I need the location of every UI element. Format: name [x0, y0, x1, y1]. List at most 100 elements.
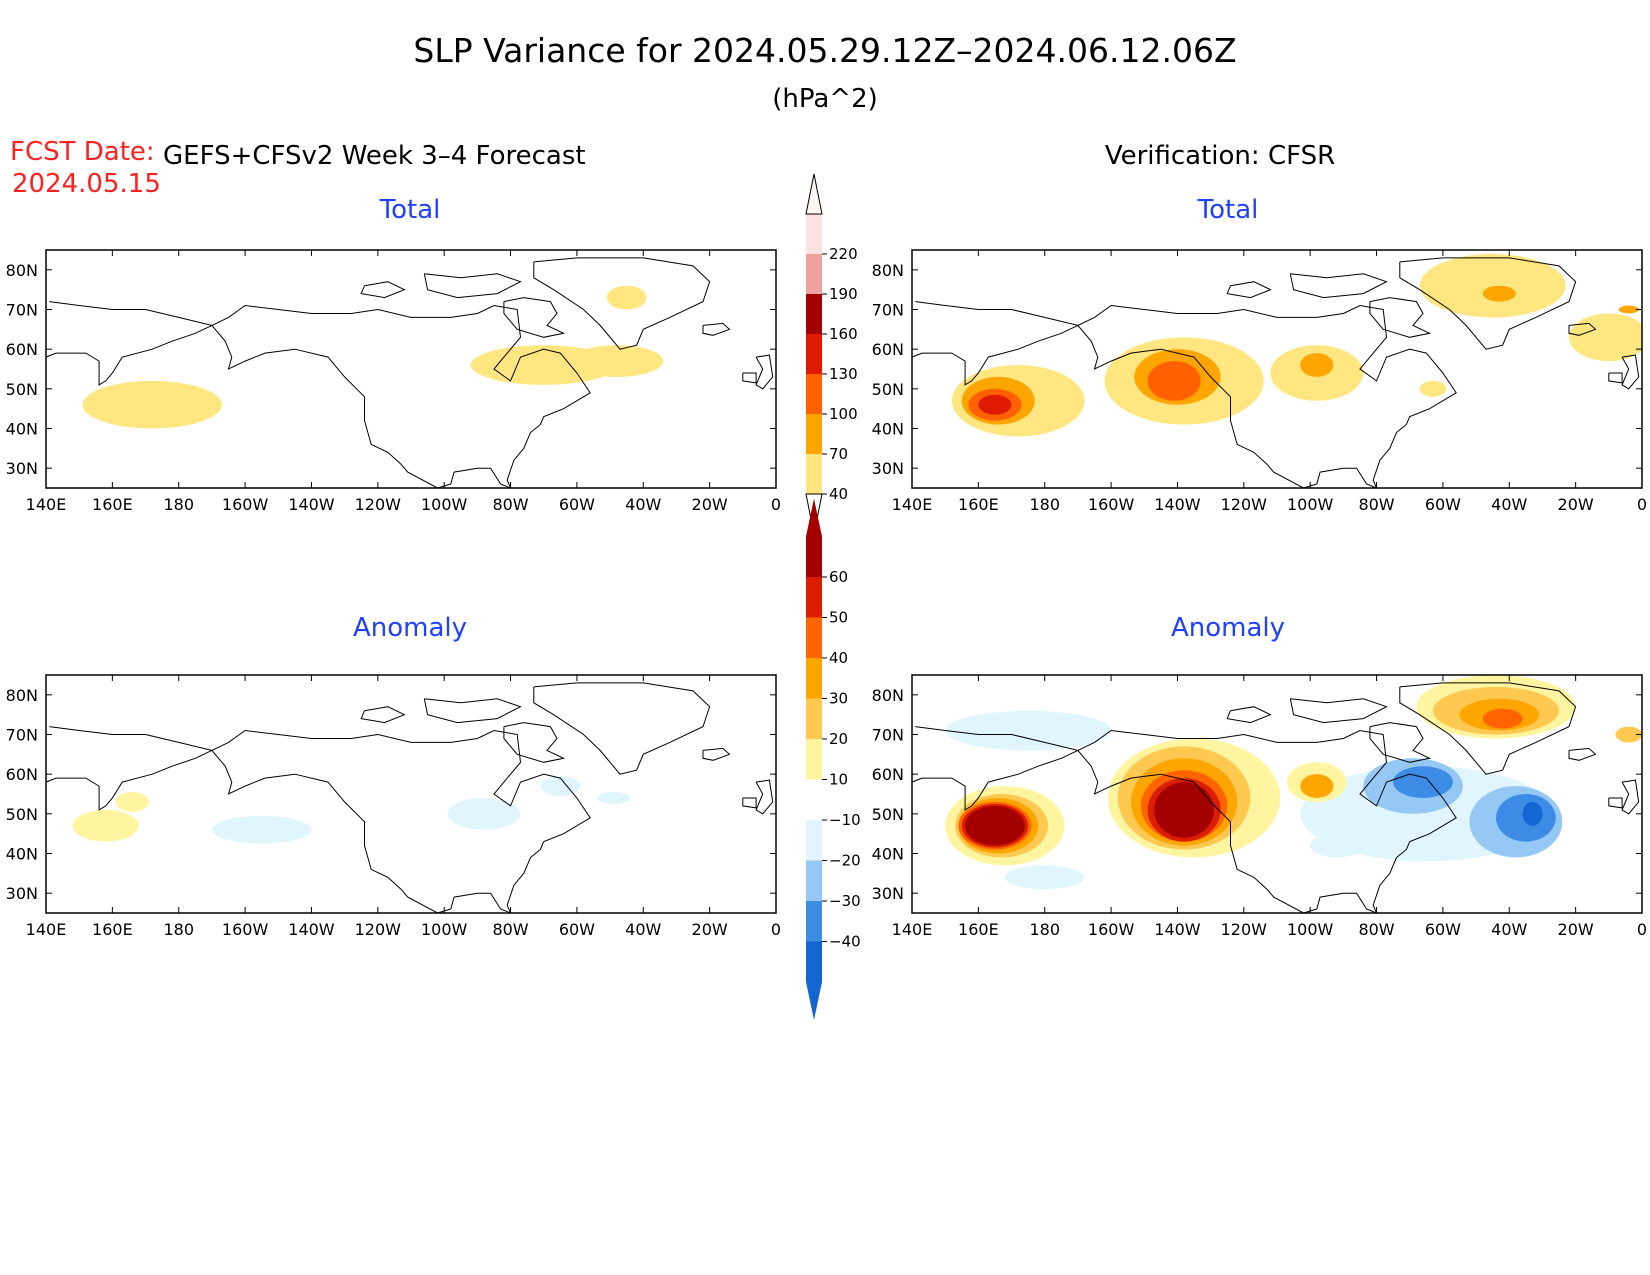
lat-label: 40N — [6, 845, 38, 864]
colorbar-end-low — [806, 982, 822, 1020]
coastline — [423, 273, 522, 299]
colorbar-label: −20 — [829, 852, 861, 870]
lat-label: 80N — [6, 261, 38, 280]
lon-label: 120W — [355, 495, 402, 514]
contour-region-10 — [72, 809, 139, 842]
contour-region-40 — [570, 345, 664, 377]
coastline — [1289, 698, 1388, 724]
coastline — [533, 682, 711, 775]
coastline — [46, 301, 214, 386]
contour-region-10 — [115, 792, 149, 812]
total-colorbar: 40 70 100 130 160 190 220 — [805, 173, 858, 535]
lon-label: 20W — [1558, 495, 1594, 514]
contour-region-40 — [1482, 708, 1523, 729]
verification-heading: Verification: CFSR — [1105, 141, 1335, 171]
contour-region--10 — [1310, 833, 1364, 858]
lon-label: 140W — [1154, 495, 1201, 514]
coastlines — [46, 682, 774, 913]
coastline — [1226, 281, 1272, 299]
coastline — [742, 372, 757, 384]
lon-label: 180 — [163, 495, 194, 514]
colorbar-label: 10 — [829, 771, 848, 789]
verif-anomaly-map: 140E 160E 180 160W 140W 120W 100W 80W 60W 40W 20W 0… — [872, 674, 1647, 939]
fcst-total-map: 140E 160E 180 160W 140W 120W 100W 80W 60W 40W 20W 0… — [6, 249, 781, 514]
lat-label: 30N — [6, 459, 38, 478]
lon-label: 20W — [692, 495, 728, 514]
coastlines — [46, 257, 774, 488]
contour-region-30 — [1300, 774, 1334, 798]
lon-label: 80W — [492, 920, 528, 939]
contour-region--10 — [945, 710, 1112, 751]
coastline — [533, 257, 711, 350]
colorbar-label: 40 — [829, 649, 848, 667]
lat-label: 80N — [872, 261, 904, 280]
lon-label: 60W — [1425, 920, 1461, 939]
contour-region-40 — [606, 285, 647, 310]
colorbar-swatch — [806, 334, 822, 374]
lon-label: 140E — [26, 920, 67, 939]
lon-label: 180 — [1029, 495, 1060, 514]
contour-region-130 — [978, 394, 1012, 415]
colorbar-swatch — [806, 617, 822, 658]
lon-label: 120W — [355, 920, 402, 939]
coastline — [1399, 257, 1577, 350]
contour-region--10 — [211, 815, 312, 844]
shaded-field — [945, 675, 1642, 890]
contour-region-70 — [1618, 305, 1639, 314]
map-frame — [45, 249, 777, 489]
lon-label: 40W — [1491, 920, 1527, 939]
coastline — [46, 726, 214, 811]
contour-region-70 — [1482, 285, 1516, 302]
colorbar-swatch — [806, 577, 822, 618]
coastline — [423, 698, 522, 724]
lon-label: 160W — [1088, 495, 1135, 514]
lon-label: 80W — [1358, 920, 1394, 939]
lat-label: 80N — [872, 686, 904, 705]
lon-label: 0 — [771, 495, 781, 514]
lon-label: 140E — [892, 495, 933, 514]
coastline — [755, 354, 774, 390]
colorbar-label: −10 — [829, 811, 861, 829]
colorbar-end-high — [805, 173, 823, 215]
map-frame — [911, 249, 1643, 489]
lon-label: 20W — [692, 920, 728, 939]
colorbar-swatch — [806, 414, 822, 454]
coastline — [503, 722, 566, 763]
lat-label: 50N — [6, 805, 38, 824]
shaded-field — [82, 285, 664, 429]
coastline — [702, 747, 731, 761]
coastline — [1568, 322, 1597, 336]
contour-region-100 — [1147, 361, 1201, 401]
coastline — [211, 304, 591, 488]
colorbar-label: 60 — [829, 568, 848, 586]
colorbar-swatch — [806, 658, 822, 699]
lat-label: 40N — [6, 420, 38, 439]
colorbar-swatch — [806, 374, 822, 414]
coastline — [1568, 747, 1597, 761]
shaded-field — [72, 776, 631, 844]
coastline — [755, 779, 774, 815]
colorbar-swatch — [806, 779, 822, 820]
lon-label: 160E — [92, 920, 133, 939]
contour-region--10 — [596, 792, 631, 804]
lon-label: 160W — [222, 920, 269, 939]
lat-label: 30N — [6, 884, 38, 903]
lon-label: 60W — [559, 495, 595, 514]
contour-region--30 — [1393, 766, 1453, 798]
lon-label: 80W — [492, 495, 528, 514]
lat-label: 50N — [6, 380, 38, 399]
lon-label: 140W — [288, 495, 335, 514]
coastline — [1399, 682, 1577, 775]
coastline — [360, 706, 406, 724]
lon-label: 160E — [92, 495, 133, 514]
fcst-date-value: 2024.05.15 — [12, 169, 161, 199]
colorbar-label: 20 — [829, 730, 848, 748]
colorbar-label: 100 — [829, 405, 858, 423]
colorbar-label: 190 — [829, 285, 858, 303]
colorbar-label: 130 — [829, 365, 858, 383]
forecast-heading: GEFS+CFSv2 Week 3–4 Forecast — [163, 141, 586, 171]
coastline — [912, 301, 1080, 386]
colorbar-swatch — [806, 860, 822, 901]
colorbar-label: 160 — [829, 325, 858, 343]
